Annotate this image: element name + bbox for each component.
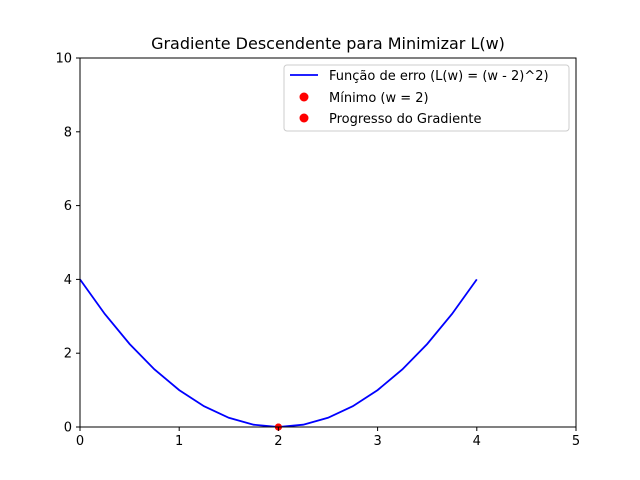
axes-frame: [79, 57, 577, 428]
legend: Função de erro (L(w) = (w - 2)^2) Mínimo…: [283, 64, 570, 132]
legend-box: [283, 64, 570, 132]
chart-title: Gradiente Descendente para Minimizar L(w…: [151, 34, 505, 53]
x-tick-label: 5: [572, 434, 580, 449]
y-tick-label: 4: [64, 273, 72, 288]
y-tick-label: 6: [64, 199, 72, 214]
legend-label-progresso: Progresso do Gradiente: [329, 112, 481, 127]
axes-layer: 0 1 2 3 4 5 0 2 4 6 8 10: [55, 52, 580, 450]
x-tick-label: 1: [175, 434, 183, 449]
x-tick-label: 4: [473, 434, 481, 449]
legend-label-minimo: Mínimo (w = 2): [329, 91, 429, 106]
y-tick-label: 0: [64, 421, 72, 436]
y-tick-label: 8: [64, 125, 72, 140]
x-tick-label: 0: [76, 434, 84, 449]
legend-marker-progresso: [299, 113, 309, 123]
x-tick-label: 3: [373, 434, 381, 449]
y-tick-label: 10: [55, 52, 72, 67]
legend-marker-minimo: [299, 92, 309, 102]
legend-label-erro: Função de erro (L(w) = (w - 2)^2): [329, 69, 549, 84]
x-tick-label: 2: [274, 434, 282, 449]
y-tick-label: 2: [64, 347, 72, 362]
